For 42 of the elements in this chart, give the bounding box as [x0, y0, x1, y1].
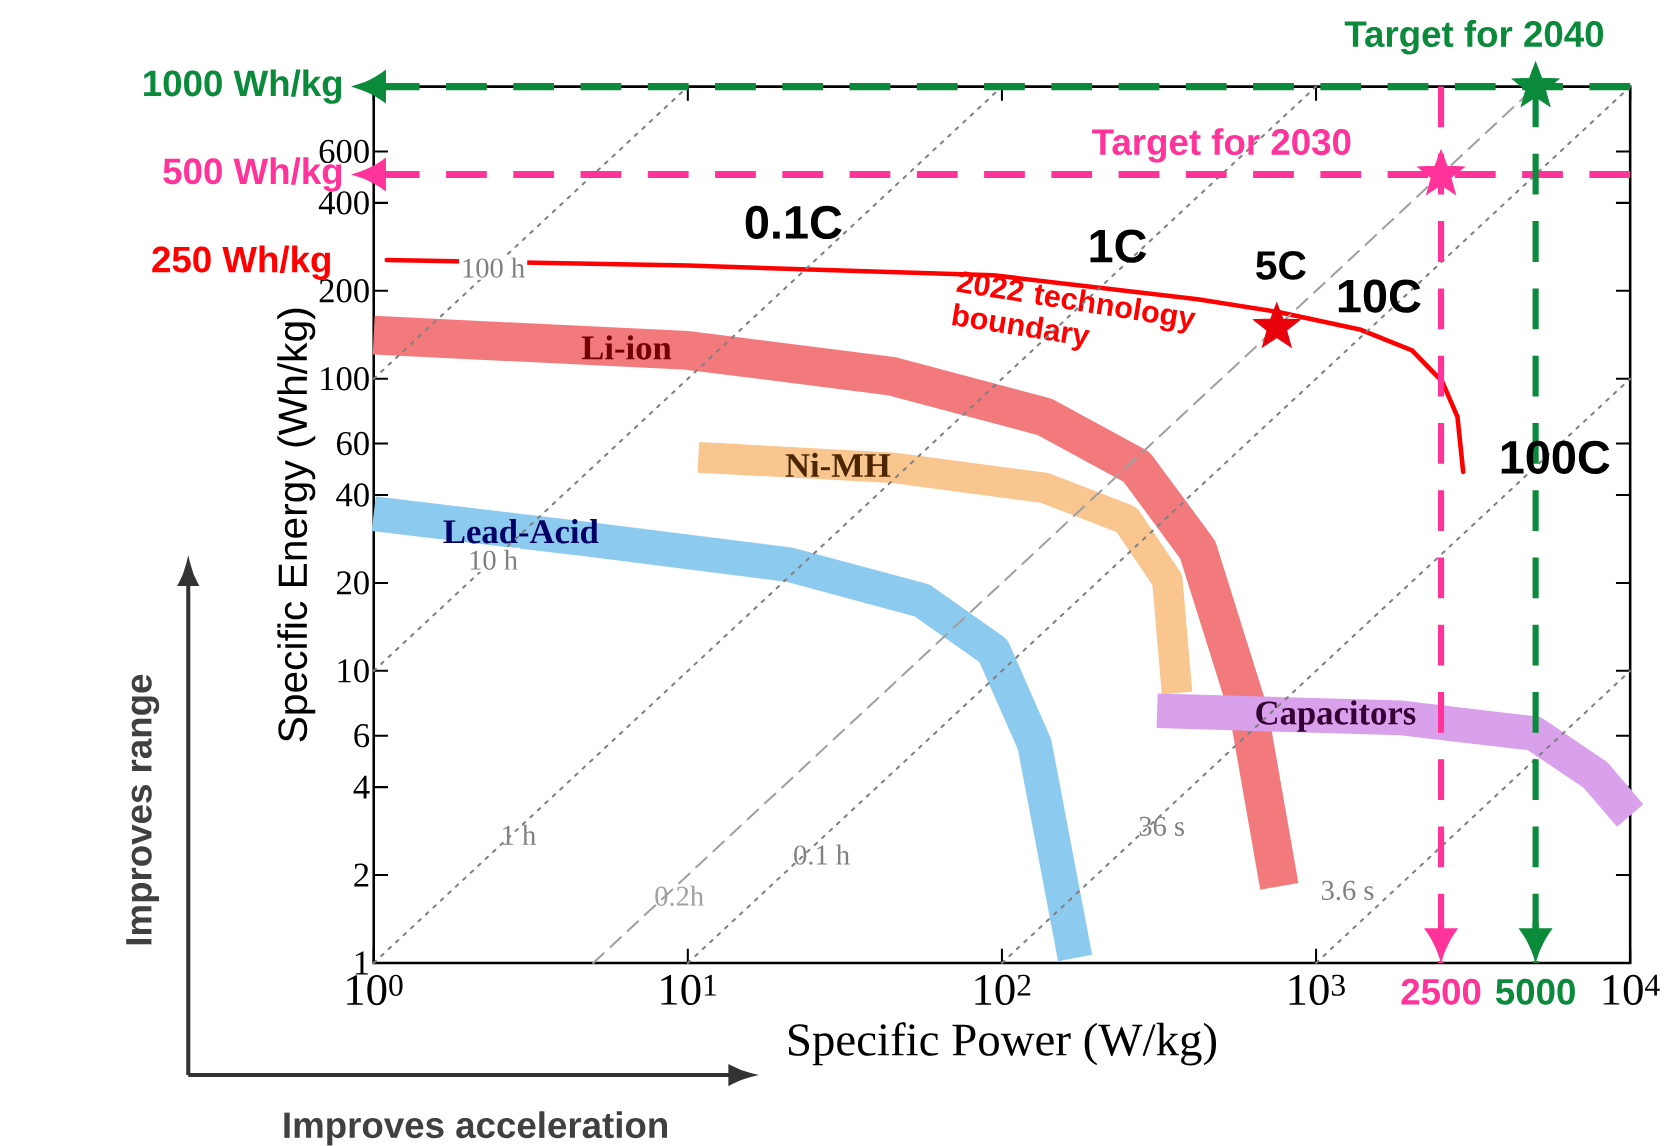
- y-axis-title: Specific Energy (Wh/kg): [277, 308, 316, 742]
- x-axis-title: Specific Power (W/kg): [789, 1022, 1216, 1066]
- y-tick-label: 2: [354, 863, 369, 887]
- text: Improves range: [126, 674, 160, 945]
- y-tick-label: 40: [336, 483, 369, 507]
- annotation: 5C: [1256, 250, 1306, 280]
- y-tick-label: 10: [338, 658, 369, 683]
- annotation: 100C: [1501, 440, 1610, 474]
- y-tick-label: 200: [319, 278, 369, 303]
- y-tick-label: 400: [318, 190, 369, 215]
- annotation: Target for 2030: [1092, 127, 1351, 163]
- x-tick-label: 10$^{0}$: [347, 974, 403, 1005]
- x-tick-label: 10$^{4}$: [1603, 974, 1660, 1005]
- annotation: 1C: [1090, 229, 1147, 263]
- ref-line-label: 2500: [1401, 978, 1481, 1005]
- y-tick-label: 6: [354, 723, 370, 748]
- series-label: 0.2h: [655, 885, 704, 906]
- y-tick-label: 60: [336, 431, 369, 456]
- series-label: 100 h: [463, 257, 525, 278]
- x-tick-label: 10$^{3}$: [1289, 974, 1345, 1005]
- series-label: 36 s: [1139, 816, 1184, 836]
- series-label: 3.6 s: [1321, 880, 1374, 900]
- series-label: Ni-MH: [785, 452, 891, 477]
- series-label: Lead-Acid: [443, 518, 599, 544]
- y-tick-label: 4: [353, 775, 370, 799]
- ref-line-label: 5000: [1495, 978, 1575, 1005]
- text: 250 Wh/kg: [152, 245, 330, 280]
- series-label: 0.1 h: [794, 844, 850, 865]
- text: Target for 2040: [1344, 19, 1604, 55]
- x-tick-label: 10$^{2}$: [975, 974, 1031, 1005]
- series-label: Capacitors: [1256, 700, 1416, 732]
- x-tick-label: 10$^{1}$: [661, 974, 716, 1005]
- annotation: 0.1C: [745, 205, 842, 239]
- annotation: 10C: [1338, 279, 1421, 313]
- y-tick-label: 1: [355, 951, 369, 975]
- text: Improves acceleration: [284, 1111, 667, 1146]
- series-label: 10 h: [470, 549, 518, 570]
- series-label: 1 h: [503, 824, 536, 845]
- y-tick-label: 20: [337, 571, 369, 595]
- y-tick-label: 100: [321, 366, 369, 391]
- series-label: Li-ion: [581, 335, 672, 360]
- ref-line-label: 1000 Wh/kg: [144, 69, 342, 104]
